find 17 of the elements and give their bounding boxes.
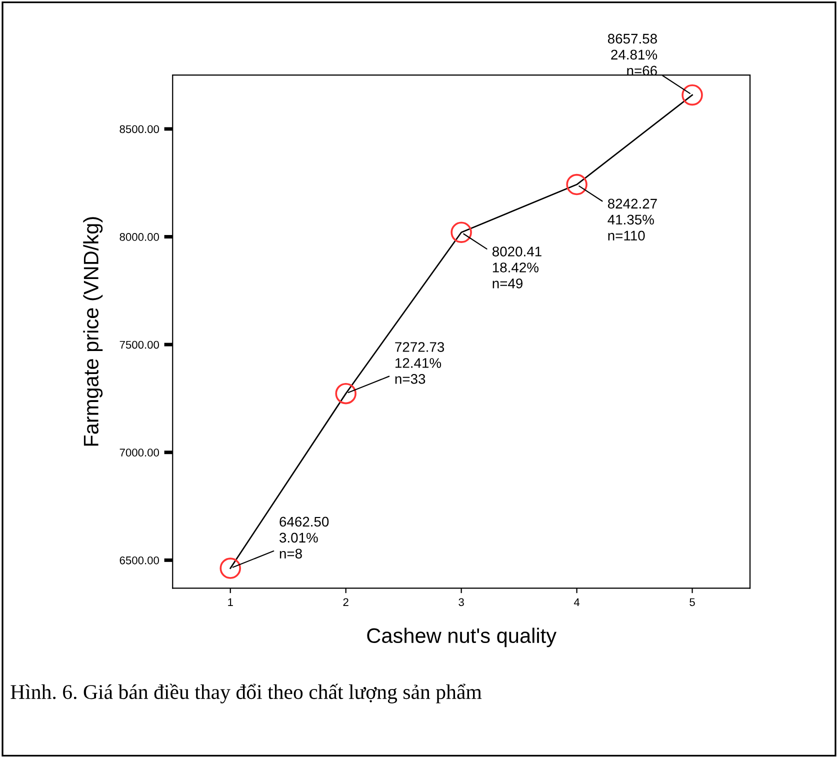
- y-tick-label: 7500.00: [120, 340, 160, 349]
- text: Hình. 6. Giá bán điều thay đổi theo chất lượng sản phẩm: [10, 684, 482, 704]
- x-tick-label: 1: [228, 598, 233, 606]
- y-tick-label: 8000.00: [120, 233, 160, 241]
- x-tick-label: 3: [458, 598, 464, 606]
- x-tick-label: 4: [574, 598, 580, 606]
- x-tick-label: 5: [690, 598, 695, 606]
- y-tick-label: 6500.00: [120, 556, 160, 564]
- y-tick-label: 8500.00: [120, 125, 160, 134]
- x-axis-title: Cashew nut's quality: [367, 628, 556, 648]
- annotation: 7272.73 12.41% n=33: [395, 342, 444, 384]
- annotation: 6462.50 3.01% n=8: [280, 516, 329, 559]
- x-tick-label: 2: [343, 598, 348, 606]
- annotation: 8020.41 18.42% n=49: [492, 246, 542, 288]
- y-tick-label: 7000.00: [120, 448, 160, 457]
- annotation: 8242.27 41.35% n=110: [608, 198, 657, 241]
- y-axis-title: Farmgate price (VND/kg): [83, 217, 103, 446]
